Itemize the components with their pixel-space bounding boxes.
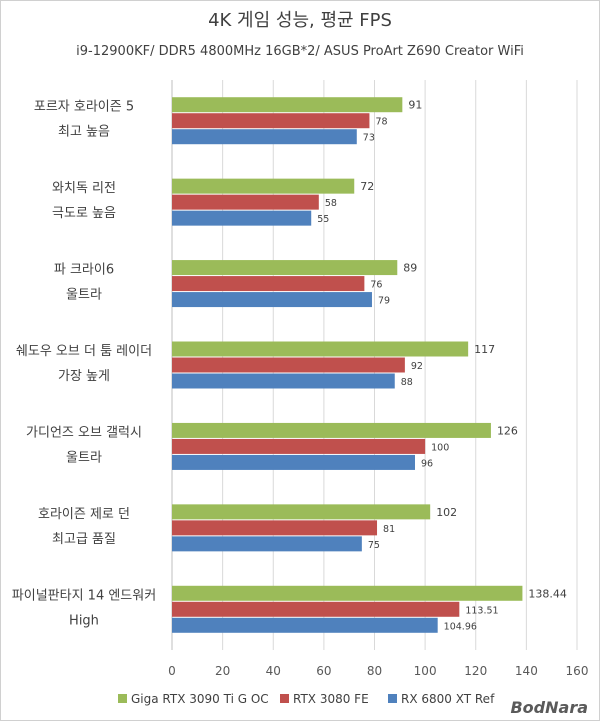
x-tick-label: 100 [414, 664, 437, 678]
legend-swatch-1 [280, 694, 289, 703]
category-label: 와치독 리전 [52, 181, 116, 196]
bar-series1-cat1 [172, 194, 319, 210]
legend-swatch-2 [388, 694, 397, 703]
legend-swatch-0 [118, 694, 127, 703]
category-label: 쉐도우 오브 더 툼 레이더 [16, 344, 152, 359]
category-label: 호라이즌 제로 던 [38, 507, 130, 522]
category-label: 울트라 [66, 450, 102, 465]
data-label: 78 [375, 117, 387, 128]
x-tick-label: 140 [515, 664, 538, 678]
x-tick-label: 40 [266, 664, 281, 678]
bar-series1-cat5 [172, 520, 378, 536]
bar-series0-cat0 [172, 97, 403, 113]
data-label: 88 [401, 377, 413, 388]
bar-series1-cat0 [172, 113, 370, 129]
category-label: 울트라 [66, 288, 102, 303]
data-label: 138.44 [528, 587, 567, 600]
data-label: 96 [421, 458, 433, 469]
bar-series2-cat1 [172, 210, 312, 226]
x-tick-label: 60 [316, 664, 331, 678]
legend-label: RTX 3080 FE [293, 692, 369, 706]
x-tick-label: 160 [566, 664, 589, 678]
bar-series0-cat5 [172, 504, 431, 520]
data-label: 100 [431, 442, 449, 453]
x-tick-label: 80 [367, 664, 382, 678]
bar-series2-cat5 [172, 536, 362, 552]
chart-title: 4K 게임 성능, 평균 FPS [208, 10, 392, 31]
bar-series2-cat4 [172, 454, 415, 470]
x-tick-label: 20 [215, 664, 230, 678]
category-label: 최고 높음 [58, 125, 110, 140]
chart-subtitle: i9-12900KF/ DDR5 4800MHz 16GB*2/ ASUS Pr… [76, 44, 524, 59]
data-label: 81 [383, 524, 395, 535]
data-label: 58 [325, 198, 337, 209]
data-label: 126 [497, 424, 518, 437]
category-label: 파 크라이6 [54, 263, 114, 278]
bar-series2-cat0 [172, 129, 357, 145]
bars [172, 97, 523, 633]
bar-series2-cat6 [172, 617, 438, 633]
category-label: High [69, 613, 99, 628]
legend: Giga RTX 3090 Ti G OC RTX 3080 FE RX 6800 … [118, 692, 495, 706]
data-label: 113.51 [465, 605, 498, 616]
data-label: 102 [436, 506, 457, 519]
category-label: 극도로 높음 [52, 206, 116, 221]
bar-series2-cat2 [172, 292, 372, 308]
legend-label: Giga RTX 3090 Ti G OC [131, 692, 269, 706]
bar-series1-cat2 [172, 276, 365, 292]
data-label: 75 [368, 540, 380, 551]
bar-series1-cat6 [172, 601, 460, 617]
data-label: 104.96 [444, 621, 477, 632]
x-tick-label: 120 [464, 664, 487, 678]
category-label: 가디언즈 오브 갤럭시 [26, 425, 142, 440]
data-label: 79 [378, 296, 390, 307]
data-label: 91 [408, 99, 422, 112]
category-label: 포르자 호라이즌 5 [34, 100, 134, 115]
bar-series0-cat4 [172, 422, 491, 438]
data-label: 92 [411, 361, 423, 372]
legend-label: RX 6800 XT Ref [401, 692, 495, 706]
bar-series0-cat3 [172, 341, 469, 357]
data-label: 73 [363, 133, 375, 144]
bar-series2-cat3 [172, 373, 395, 389]
x-tick-label: 0 [168, 664, 176, 678]
data-label: 72 [360, 180, 374, 193]
bar-series0-cat2 [172, 260, 398, 276]
bar-series1-cat3 [172, 357, 405, 373]
data-label: 117 [474, 343, 495, 356]
bar-series1-cat4 [172, 438, 426, 454]
bar-series0-cat1 [172, 178, 355, 194]
data-label: 55 [317, 214, 329, 225]
data-label: 89 [403, 262, 417, 275]
category-label: 가장 높게 [58, 369, 110, 384]
category-label: 최고급 품질 [52, 532, 116, 547]
watermark: BodNara [510, 698, 588, 717]
category-label: 파이널판타지 14 엔드워커 [12, 588, 156, 603]
bar-series0-cat6 [172, 585, 523, 601]
data-label: 76 [370, 280, 382, 291]
